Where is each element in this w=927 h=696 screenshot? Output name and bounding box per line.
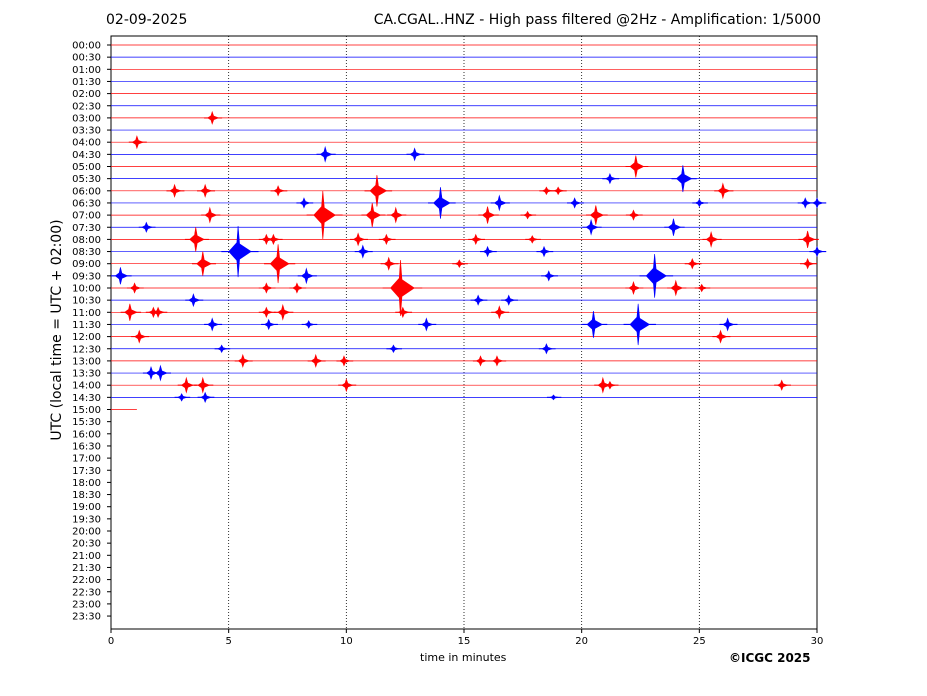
y-tick-label: 15:00	[72, 405, 101, 416]
y-tick-label: 18:30	[72, 490, 101, 501]
x-tick-label: 0	[108, 636, 114, 647]
y-tick-label: 21:00	[72, 551, 101, 562]
y-tick-label: 09:30	[72, 271, 101, 282]
y-tick-label: 13:00	[72, 356, 101, 367]
x-axis-label: time in minutes	[420, 651, 507, 664]
y-tick-label: 16:00	[72, 429, 101, 440]
y-tick-label: 15:30	[72, 417, 101, 428]
y-tick-label: 09:00	[72, 259, 101, 270]
x-tick-label: 25	[693, 636, 706, 647]
y-tick-label: 06:30	[72, 198, 101, 209]
y-tick-label: 07:00	[72, 211, 101, 222]
y-tick-label: 04:30	[72, 150, 101, 161]
y-tick-label: 08:30	[72, 247, 101, 258]
x-tick-label: 10	[340, 636, 353, 647]
y-tick-label: 17:30	[72, 466, 101, 477]
y-tick-label: 18:00	[72, 478, 101, 489]
y-tick-label: 16:30	[72, 441, 101, 452]
y-tick-label: 10:00	[72, 284, 101, 295]
y-tick-label: 12:30	[72, 344, 101, 355]
y-tick-label: 14:30	[72, 393, 101, 404]
y-tick-label: 13:30	[72, 369, 101, 380]
y-tick-label: 06:00	[72, 186, 101, 197]
copyright-label: ©ICGC 2025	[729, 651, 811, 665]
y-tick-label: 04:00	[72, 138, 101, 149]
y-tick-label: 19:00	[72, 502, 101, 513]
y-tick-label: 20:30	[72, 539, 101, 550]
x-tick-label: 5	[225, 636, 231, 647]
y-tick-label: 12:00	[72, 332, 101, 343]
chart-title: CA.CGAL..HNZ - High pass filtered @2Hz -…	[373, 12, 821, 28]
y-tick-label: 22:00	[72, 575, 101, 586]
y-tick-label: 02:00	[72, 89, 101, 100]
y-tick-label: 10:30	[72, 296, 101, 307]
y-tick-label: 23:00	[72, 599, 101, 610]
y-tick-label: 20:00	[72, 527, 101, 538]
y-tick-label: 01:00	[72, 65, 101, 76]
y-tick-label: 01:30	[72, 77, 101, 88]
y-axis-label: UTC (local time = UTC + 02:00)	[49, 219, 65, 441]
y-tick-label: 14:00	[72, 381, 101, 392]
y-tick-label: 11:00	[72, 308, 101, 319]
y-tick-label: 21:30	[72, 563, 101, 574]
y-tick-label: 03:30	[72, 126, 101, 137]
y-tick-label: 07:30	[72, 223, 101, 234]
y-tick-label: 17:00	[72, 454, 101, 465]
y-tick-label: 05:30	[72, 174, 101, 185]
y-tick-label: 22:30	[72, 587, 101, 598]
y-tick-label: 00:30	[72, 53, 101, 64]
y-tick-label: 08:00	[72, 235, 101, 246]
date-label: 02-09-2025	[106, 12, 188, 28]
y-tick-label: 11:30	[72, 320, 101, 331]
y-tick-label: 03:00	[72, 113, 101, 124]
y-tick-label: 23:30	[72, 612, 101, 623]
x-tick-label: 20	[575, 636, 588, 647]
y-tick-label: 19:30	[72, 514, 101, 525]
x-tick-label: 30	[811, 636, 824, 647]
x-tick-label: 15	[458, 636, 471, 647]
y-tick-label: 00:00	[72, 41, 101, 52]
y-tick-label: 05:00	[72, 162, 101, 173]
y-tick-label: 02:30	[72, 101, 101, 112]
